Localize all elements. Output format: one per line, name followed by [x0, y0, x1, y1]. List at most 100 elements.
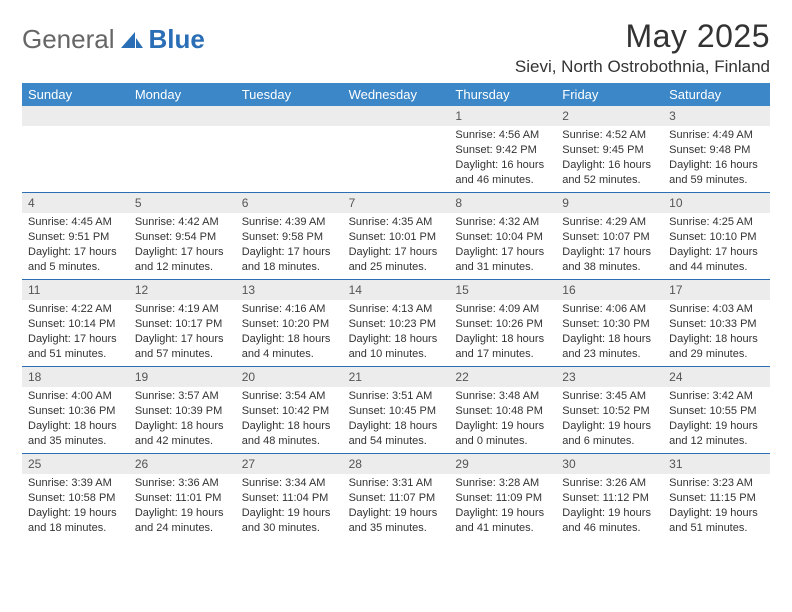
- cell-body: Sunrise: 4:19 AMSunset: 10:17 PMDaylight…: [129, 300, 236, 365]
- day-number: 28: [343, 454, 450, 474]
- sunrise-line: Sunrise: 3:48 AM: [455, 389, 550, 404]
- sunrise-line: Sunrise: 4:35 AM: [349, 215, 444, 230]
- day-header-cell: Sunday: [22, 83, 129, 106]
- sunrise-line: Sunrise: 4:06 AM: [562, 302, 657, 317]
- sunset-line: Sunset: 10:10 PM: [669, 230, 764, 245]
- calendar-cell: 24Sunrise: 3:42 AMSunset: 10:55 PMDaylig…: [663, 367, 770, 453]
- calendar-cell: 18Sunrise: 4:00 AMSunset: 10:36 PMDaylig…: [22, 367, 129, 453]
- sunset-line: Sunset: 10:04 PM: [455, 230, 550, 245]
- sunrise-line: Sunrise: 4:25 AM: [669, 215, 764, 230]
- day-number: 18: [22, 367, 129, 387]
- calendar-cell: 16Sunrise: 4:06 AMSunset: 10:30 PMDaylig…: [556, 280, 663, 366]
- calendar-cell: 3Sunrise: 4:49 AMSunset: 9:48 PMDaylight…: [663, 106, 770, 192]
- daylight-line: Daylight: 17 hours and 51 minutes.: [28, 332, 123, 362]
- sunset-line: Sunset: 10:58 PM: [28, 491, 123, 506]
- daylight-line: Daylight: 17 hours and 44 minutes.: [669, 245, 764, 275]
- sunset-line: Sunset: 9:45 PM: [562, 143, 657, 158]
- day-number: 22: [449, 367, 556, 387]
- cell-body: Sunrise: 4:16 AMSunset: 10:20 PMDaylight…: [236, 300, 343, 365]
- calendar-cell: 21Sunrise: 3:51 AMSunset: 10:45 PMDaylig…: [343, 367, 450, 453]
- sunset-line: Sunset: 10:07 PM: [562, 230, 657, 245]
- day-number: 30: [556, 454, 663, 474]
- sunset-line: Sunset: 10:36 PM: [28, 404, 123, 419]
- calendar-cell: 19Sunrise: 3:57 AMSunset: 10:39 PMDaylig…: [129, 367, 236, 453]
- cell-body: Sunrise: 4:42 AMSunset: 9:54 PMDaylight:…: [129, 213, 236, 278]
- sunrise-line: Sunrise: 4:45 AM: [28, 215, 123, 230]
- daylight-line: Daylight: 18 hours and 29 minutes.: [669, 332, 764, 362]
- sunset-line: Sunset: 10:17 PM: [135, 317, 230, 332]
- day-number: 1: [449, 106, 556, 126]
- cell-body: Sunrise: 4:29 AMSunset: 10:07 PMDaylight…: [556, 213, 663, 278]
- daylight-line: Daylight: 19 hours and 30 minutes.: [242, 506, 337, 536]
- day-number-empty: [343, 106, 450, 126]
- daylight-line: Daylight: 18 hours and 10 minutes.: [349, 332, 444, 362]
- day-number: 21: [343, 367, 450, 387]
- daylight-line: Daylight: 18 hours and 48 minutes.: [242, 419, 337, 449]
- calendar-cell: 31Sunrise: 3:23 AMSunset: 11:15 PMDaylig…: [663, 454, 770, 540]
- calendar-cell: 25Sunrise: 3:39 AMSunset: 10:58 PMDaylig…: [22, 454, 129, 540]
- calendar-cell: 10Sunrise: 4:25 AMSunset: 10:10 PMDaylig…: [663, 193, 770, 279]
- cell-body: Sunrise: 4:03 AMSunset: 10:33 PMDaylight…: [663, 300, 770, 365]
- sunrise-line: Sunrise: 4:49 AM: [669, 128, 764, 143]
- sunset-line: Sunset: 11:12 PM: [562, 491, 657, 506]
- sunrise-line: Sunrise: 4:16 AM: [242, 302, 337, 317]
- cell-body: Sunrise: 4:25 AMSunset: 10:10 PMDaylight…: [663, 213, 770, 278]
- sunset-line: Sunset: 11:07 PM: [349, 491, 444, 506]
- sunrise-line: Sunrise: 3:31 AM: [349, 476, 444, 491]
- cell-body: Sunrise: 3:48 AMSunset: 10:48 PMDaylight…: [449, 387, 556, 452]
- daylight-line: Daylight: 16 hours and 46 minutes.: [455, 158, 550, 188]
- daylight-line: Daylight: 19 hours and 12 minutes.: [669, 419, 764, 449]
- day-number: 13: [236, 280, 343, 300]
- day-number: 16: [556, 280, 663, 300]
- daylight-line: Daylight: 18 hours and 42 minutes.: [135, 419, 230, 449]
- cell-body: Sunrise: 4:56 AMSunset: 9:42 PMDaylight:…: [449, 126, 556, 191]
- day-number: 14: [343, 280, 450, 300]
- daylight-line: Daylight: 17 hours and 5 minutes.: [28, 245, 123, 275]
- cell-body: Sunrise: 4:49 AMSunset: 9:48 PMDaylight:…: [663, 126, 770, 191]
- sunrise-line: Sunrise: 3:57 AM: [135, 389, 230, 404]
- logo-sail-icon: [121, 24, 143, 55]
- calendar: SundayMondayTuesdayWednesdayThursdayFrid…: [22, 83, 770, 540]
- day-number: 24: [663, 367, 770, 387]
- calendar-cell: [129, 106, 236, 192]
- day-number: 29: [449, 454, 556, 474]
- calendar-body: 1Sunrise: 4:56 AMSunset: 9:42 PMDaylight…: [22, 106, 770, 540]
- daylight-line: Daylight: 19 hours and 0 minutes.: [455, 419, 550, 449]
- cell-body: Sunrise: 4:39 AMSunset: 9:58 PMDaylight:…: [236, 213, 343, 278]
- sunset-line: Sunset: 10:48 PM: [455, 404, 550, 419]
- cell-body: Sunrise: 4:45 AMSunset: 9:51 PMDaylight:…: [22, 213, 129, 278]
- sunrise-line: Sunrise: 3:45 AM: [562, 389, 657, 404]
- sunset-line: Sunset: 10:20 PM: [242, 317, 337, 332]
- daylight-line: Daylight: 16 hours and 59 minutes.: [669, 158, 764, 188]
- sunrise-line: Sunrise: 3:34 AM: [242, 476, 337, 491]
- cell-body: Sunrise: 3:57 AMSunset: 10:39 PMDaylight…: [129, 387, 236, 452]
- sunrise-line: Sunrise: 3:23 AM: [669, 476, 764, 491]
- day-number: 8: [449, 193, 556, 213]
- sunset-line: Sunset: 10:26 PM: [455, 317, 550, 332]
- day-number: 27: [236, 454, 343, 474]
- daylight-line: Daylight: 19 hours and 24 minutes.: [135, 506, 230, 536]
- daylight-line: Daylight: 17 hours and 38 minutes.: [562, 245, 657, 275]
- calendar-cell: 14Sunrise: 4:13 AMSunset: 10:23 PMDaylig…: [343, 280, 450, 366]
- sunrise-line: Sunrise: 3:26 AM: [562, 476, 657, 491]
- day-number: 19: [129, 367, 236, 387]
- sunrise-line: Sunrise: 4:29 AM: [562, 215, 657, 230]
- sunset-line: Sunset: 10:39 PM: [135, 404, 230, 419]
- month-title: May 2025: [515, 18, 770, 55]
- location: Sievi, North Ostrobothnia, Finland: [515, 57, 770, 77]
- calendar-cell: 26Sunrise: 3:36 AMSunset: 11:01 PMDaylig…: [129, 454, 236, 540]
- sunset-line: Sunset: 10:23 PM: [349, 317, 444, 332]
- day-number: 11: [22, 280, 129, 300]
- calendar-cell: 23Sunrise: 3:45 AMSunset: 10:52 PMDaylig…: [556, 367, 663, 453]
- day-number: 10: [663, 193, 770, 213]
- day-header-row: SundayMondayTuesdayWednesdayThursdayFrid…: [22, 83, 770, 106]
- calendar-cell: 5Sunrise: 4:42 AMSunset: 9:54 PMDaylight…: [129, 193, 236, 279]
- daylight-line: Daylight: 19 hours and 46 minutes.: [562, 506, 657, 536]
- calendar-cell: 15Sunrise: 4:09 AMSunset: 10:26 PMDaylig…: [449, 280, 556, 366]
- sunrise-line: Sunrise: 4:42 AM: [135, 215, 230, 230]
- daylight-line: Daylight: 18 hours and 54 minutes.: [349, 419, 444, 449]
- calendar-cell: 27Sunrise: 3:34 AMSunset: 11:04 PMDaylig…: [236, 454, 343, 540]
- day-number-empty: [129, 106, 236, 126]
- day-number: 25: [22, 454, 129, 474]
- daylight-line: Daylight: 19 hours and 51 minutes.: [669, 506, 764, 536]
